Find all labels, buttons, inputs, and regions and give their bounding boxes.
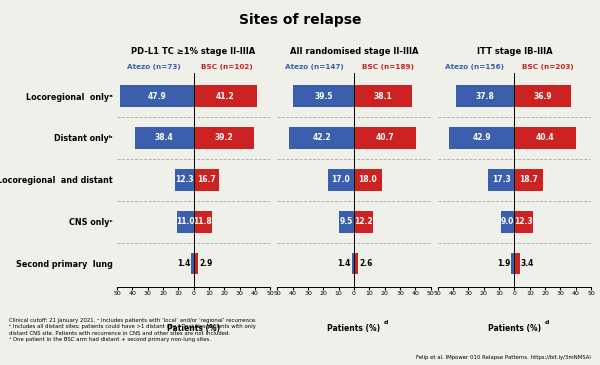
Bar xyxy=(340,211,354,233)
Text: 18.0: 18.0 xyxy=(358,175,377,184)
Text: 40.4: 40.4 xyxy=(536,133,554,142)
Text: All randomised stage II-IIIA: All randomised stage II-IIIA xyxy=(290,47,418,56)
Text: 1.9: 1.9 xyxy=(497,259,510,268)
Bar xyxy=(191,253,194,274)
Bar xyxy=(354,85,412,107)
Bar xyxy=(194,169,219,191)
Text: 17.3: 17.3 xyxy=(492,175,511,184)
Text: Patients (%): Patients (%) xyxy=(167,324,220,333)
Bar xyxy=(514,127,576,149)
Bar xyxy=(511,253,514,274)
Text: 39.5: 39.5 xyxy=(314,92,333,100)
Bar xyxy=(514,253,520,274)
Text: 47.9: 47.9 xyxy=(148,92,166,100)
Text: d: d xyxy=(384,320,388,324)
Text: 12.2: 12.2 xyxy=(354,217,373,226)
Bar xyxy=(354,169,382,191)
Text: 42.9: 42.9 xyxy=(472,133,491,142)
Bar xyxy=(457,85,514,107)
Bar xyxy=(514,85,571,107)
Bar xyxy=(177,211,194,233)
Bar xyxy=(120,85,194,107)
Text: 38.4: 38.4 xyxy=(155,133,173,142)
Text: Clinical cutoff: 21 January 2021. ᵃ Includes patients with ‘local’ and/or ‘regio: Clinical cutoff: 21 January 2021. ᵃ Incl… xyxy=(9,318,257,342)
Text: Atezo (n=147): Atezo (n=147) xyxy=(285,64,344,70)
Bar xyxy=(514,169,543,191)
Bar xyxy=(352,253,354,274)
Text: Atezo (n=73): Atezo (n=73) xyxy=(127,64,181,70)
Text: 3.4: 3.4 xyxy=(521,259,534,268)
Bar xyxy=(354,253,358,274)
Bar xyxy=(194,253,198,274)
Text: Patients (%): Patients (%) xyxy=(328,324,380,333)
Text: 9.5: 9.5 xyxy=(340,217,353,226)
Text: 11.0: 11.0 xyxy=(176,217,194,226)
Text: Sites of relapse: Sites of relapse xyxy=(239,13,361,27)
Text: PD-L1 TC ≥1% stage II-IIIA: PD-L1 TC ≥1% stage II-IIIA xyxy=(131,47,256,56)
Text: d: d xyxy=(544,320,548,324)
Text: 16.7: 16.7 xyxy=(197,175,216,184)
Text: 17.0: 17.0 xyxy=(332,175,350,184)
Text: BSC (n=102): BSC (n=102) xyxy=(202,64,253,70)
Text: 38.1: 38.1 xyxy=(374,92,392,100)
Text: 42.2: 42.2 xyxy=(313,133,331,142)
Bar xyxy=(488,169,514,191)
Text: BSC (n=189): BSC (n=189) xyxy=(362,64,414,70)
Text: 41.2: 41.2 xyxy=(216,92,235,100)
Text: ITT stage IB-IIIA: ITT stage IB-IIIA xyxy=(476,47,552,56)
Bar xyxy=(135,127,194,149)
Bar xyxy=(293,85,354,107)
Text: 36.9: 36.9 xyxy=(533,92,552,100)
Text: Felip et al. IMpower 010 Relapse Patterns. https://bit.ly/3mNMSAi: Felip et al. IMpower 010 Relapse Pattern… xyxy=(416,354,591,360)
Bar xyxy=(500,211,514,233)
Text: 40.7: 40.7 xyxy=(376,133,395,142)
Text: 18.7: 18.7 xyxy=(519,175,538,184)
Bar xyxy=(328,169,354,191)
Text: 12.3: 12.3 xyxy=(515,217,533,226)
Bar xyxy=(354,211,373,233)
Text: 2.6: 2.6 xyxy=(359,259,373,268)
Text: 11.8: 11.8 xyxy=(193,217,212,226)
Text: 12.3: 12.3 xyxy=(175,175,193,184)
Text: BSC (n=203): BSC (n=203) xyxy=(522,64,574,70)
Bar xyxy=(194,85,257,107)
Bar xyxy=(449,127,514,149)
Bar xyxy=(514,211,533,233)
Text: 37.8: 37.8 xyxy=(476,92,495,100)
Text: Atezo (n=156): Atezo (n=156) xyxy=(445,64,504,70)
Bar xyxy=(194,127,254,149)
Bar xyxy=(175,169,194,191)
Text: 9.0: 9.0 xyxy=(501,217,514,226)
Text: 2.9: 2.9 xyxy=(199,259,212,268)
Bar xyxy=(354,127,416,149)
Text: 39.2: 39.2 xyxy=(214,133,233,142)
Bar xyxy=(289,127,354,149)
Text: 1.4: 1.4 xyxy=(337,259,350,268)
Text: 1.4: 1.4 xyxy=(177,259,190,268)
Bar xyxy=(194,211,212,233)
Text: Patients (%): Patients (%) xyxy=(488,324,541,333)
